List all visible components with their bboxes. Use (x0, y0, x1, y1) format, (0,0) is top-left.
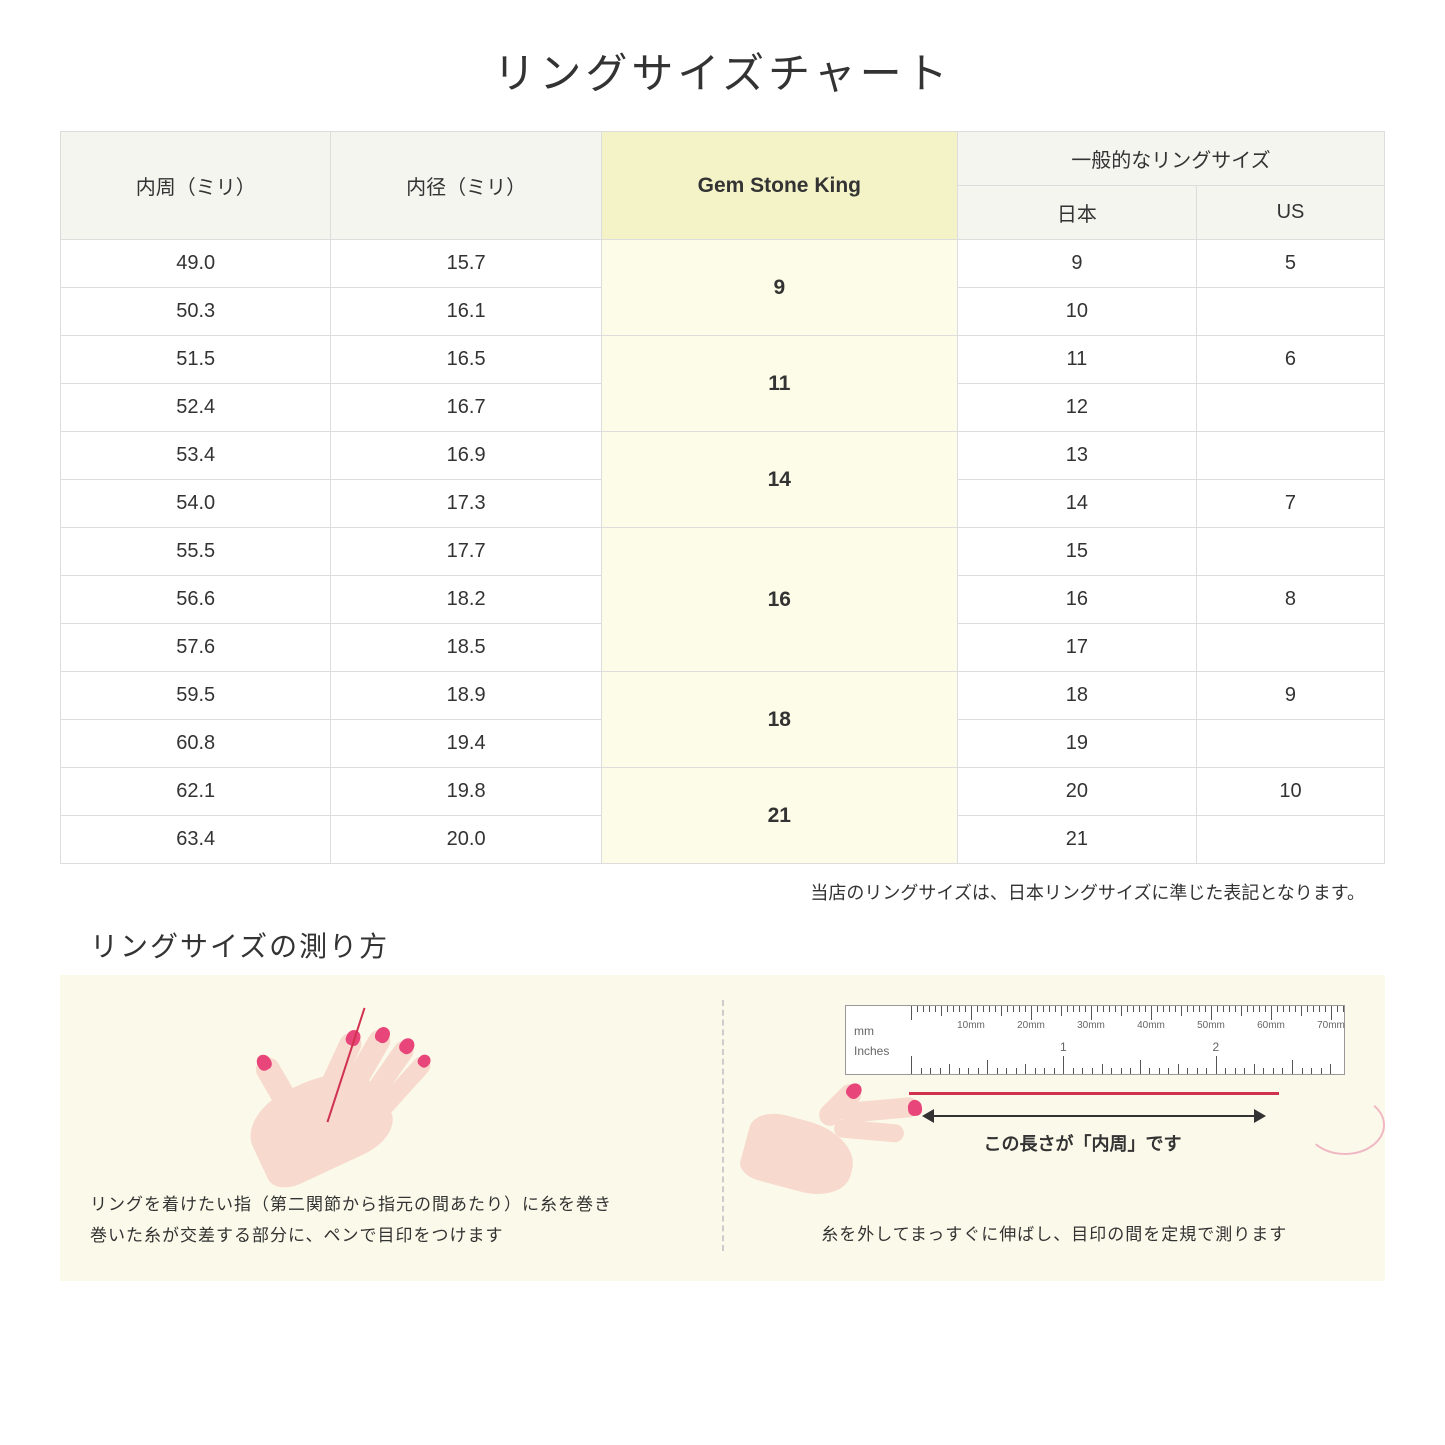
cell-diameter: 19.8 (331, 768, 601, 816)
instruction-text-1: リングを着けたい指（第二関節から指元の間あたり）に糸を巻き巻いた糸が交差する部分… (90, 1190, 692, 1251)
cell-circumference: 63.4 (61, 816, 331, 864)
cell-gsk: 14 (601, 432, 957, 528)
cell-diameter: 16.7 (331, 384, 601, 432)
cell-circumference: 56.6 (61, 576, 331, 624)
cell-gsk: 9 (601, 240, 957, 336)
instructions-panel: リングを着けたい指（第二関節から指元の間あたり）に糸を巻き巻いた糸が交差する部分… (60, 975, 1385, 1281)
header-gsk: Gem Stone King (601, 132, 957, 240)
ruler-inches-label: Inches (854, 1044, 889, 1058)
instruction-step-1: リングを着けたい指（第二関節から指元の間あたり）に糸を巻き巻いた糸が交差する部分… (90, 1000, 724, 1251)
hand-illustration-measure (744, 1080, 944, 1190)
cell-us (1196, 288, 1384, 336)
instructions-title: リングサイズの測り方 (60, 925, 1385, 965)
ring-size-table: 内周（ミリ） 内径（ミリ） Gem Stone King 一般的なリングサイズ … (60, 131, 1385, 864)
header-us: US (1196, 186, 1384, 240)
table-row: 49.015.7995 (61, 240, 1385, 288)
ruler-mm-number: 60mm (1257, 1020, 1285, 1031)
cell-japan: 14 (957, 480, 1196, 528)
cell-japan: 11 (957, 336, 1196, 384)
cell-diameter: 16.9 (331, 432, 601, 480)
cell-japan: 12 (957, 384, 1196, 432)
cell-japan: 17 (957, 624, 1196, 672)
cell-circumference: 49.0 (61, 240, 331, 288)
cell-circumference: 53.4 (61, 432, 331, 480)
cell-japan: 13 (957, 432, 1196, 480)
cell-japan: 19 (957, 720, 1196, 768)
cell-diameter: 17.3 (331, 480, 601, 528)
cell-circumference: 54.0 (61, 480, 331, 528)
instruction-text-2: 糸を外してまっすぐに伸ばし、目印の間を定規で測ります (754, 1220, 1356, 1251)
cell-circumference: 51.5 (61, 336, 331, 384)
cell-us: 7 (1196, 480, 1384, 528)
cell-us: 10 (1196, 768, 1384, 816)
table-row: 53.416.91413 (61, 432, 1385, 480)
cell-circumference: 50.3 (61, 288, 331, 336)
ruler-mm-number: 10mm (957, 1020, 985, 1031)
thread-measured (909, 1092, 1279, 1095)
ruler-mm-label: mm (854, 1024, 874, 1038)
cell-us (1196, 432, 1384, 480)
cell-japan: 15 (957, 528, 1196, 576)
cell-us: 8 (1196, 576, 1384, 624)
ruler-inch-number: 2 (1212, 1040, 1219, 1054)
cell-japan: 20 (957, 768, 1196, 816)
ruler-mm-number: 20mm (1017, 1020, 1045, 1031)
cell-diameter: 18.5 (331, 624, 601, 672)
cell-circumference: 59.5 (61, 672, 331, 720)
cell-circumference: 62.1 (61, 768, 331, 816)
header-general: 一般的なリングサイズ (957, 132, 1384, 186)
cell-diameter: 18.2 (331, 576, 601, 624)
ruler-mm-number: 40mm (1137, 1020, 1165, 1031)
cell-japan: 10 (957, 288, 1196, 336)
cell-circumference: 55.5 (61, 528, 331, 576)
page-title: リングサイズチャート (60, 40, 1385, 101)
cell-japan: 21 (957, 816, 1196, 864)
cell-circumference: 60.8 (61, 720, 331, 768)
cell-circumference: 52.4 (61, 384, 331, 432)
header-japan: 日本 (957, 186, 1196, 240)
cell-us (1196, 624, 1384, 672)
cell-us (1196, 384, 1384, 432)
cell-japan: 9 (957, 240, 1196, 288)
cell-diameter: 16.5 (331, 336, 601, 384)
cell-diameter: 19.4 (331, 720, 601, 768)
ruler-illustration: mm Inches 10mm 20mm 30mm 40mm 50mm 60mm 70mm 1 2 (845, 1005, 1345, 1075)
table-row: 62.119.8212010 (61, 768, 1385, 816)
length-label: この長さが「内周」です (984, 1130, 1182, 1156)
cell-gsk: 11 (601, 336, 957, 432)
ruler-mm-number: 30mm (1077, 1020, 1105, 1031)
cell-us: 9 (1196, 672, 1384, 720)
table-row: 55.517.71615 (61, 528, 1385, 576)
cell-us (1196, 816, 1384, 864)
cell-us: 5 (1196, 240, 1384, 288)
cell-circumference: 57.6 (61, 624, 331, 672)
instruction-step-2: mm Inches 10mm 20mm 30mm 40mm 50mm 60mm 70mm 1 2… (724, 1000, 1356, 1251)
header-diameter: 内径（ミリ） (331, 132, 601, 240)
cell-diameter: 15.7 (331, 240, 601, 288)
table-row: 59.518.918189 (61, 672, 1385, 720)
ruler-mm-number: 70mm (1317, 1020, 1345, 1031)
ruler-inch-number: 1 (1060, 1040, 1067, 1054)
table-row: 51.516.511116 (61, 336, 1385, 384)
cell-diameter: 18.9 (331, 672, 601, 720)
cell-us: 6 (1196, 336, 1384, 384)
cell-gsk: 18 (601, 672, 957, 768)
cell-japan: 16 (957, 576, 1196, 624)
cell-diameter: 17.7 (331, 528, 601, 576)
footnote: 当店のリングサイズは、日本リングサイズに準じた表記となります。 (60, 879, 1385, 905)
cell-us (1196, 720, 1384, 768)
cell-japan: 18 (957, 672, 1196, 720)
header-circumference: 内周（ミリ） (61, 132, 331, 240)
cell-us (1196, 528, 1384, 576)
cell-gsk: 16 (601, 528, 957, 672)
hand-illustration-wrap (190, 1010, 470, 1180)
cell-diameter: 20.0 (331, 816, 601, 864)
ruler-mm-number: 50mm (1197, 1020, 1225, 1031)
cell-gsk: 21 (601, 768, 957, 864)
cell-diameter: 16.1 (331, 288, 601, 336)
